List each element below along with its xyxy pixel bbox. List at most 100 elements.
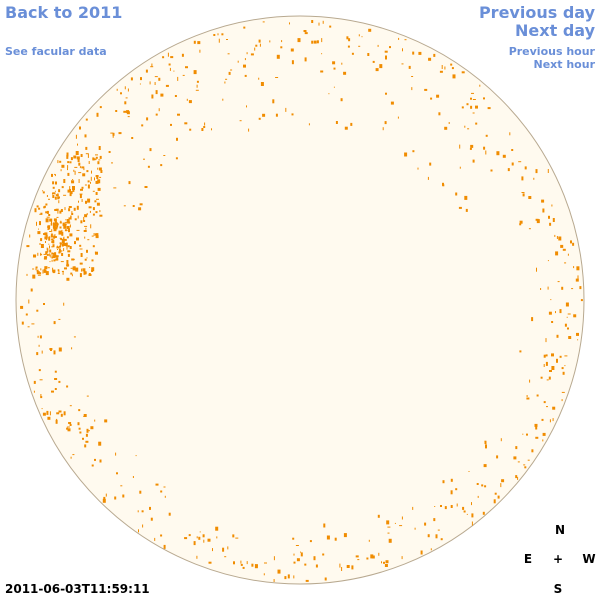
facula-mark [84, 258, 87, 261]
facula-mark [57, 160, 59, 164]
next-hour-link[interactable]: Next hour [533, 58, 596, 71]
facula-mark [412, 150, 415, 153]
facula-mark [543, 401, 546, 404]
facula-mark [36, 352, 39, 356]
facula-mark [54, 370, 57, 373]
facula-mark [576, 332, 579, 336]
facula-mark [147, 165, 150, 168]
facula-mark [521, 176, 524, 181]
facula-mark [39, 243, 41, 245]
facula-mark [43, 253, 47, 255]
facula-mark [43, 205, 46, 208]
facula-mark [63, 179, 66, 183]
facula-mark [397, 116, 399, 119]
facula-mark [230, 69, 233, 71]
facula-mark [528, 196, 532, 199]
facula-mark [185, 66, 188, 69]
facula-mark [552, 218, 555, 222]
facula-mark [51, 229, 53, 233]
facula-mark [216, 536, 218, 539]
solar-disk [15, 15, 585, 585]
facula-mark [240, 560, 242, 564]
facula-mark [61, 186, 64, 189]
facula-mark [46, 247, 48, 251]
facula-mark [555, 251, 559, 256]
facula-mark [92, 207, 95, 211]
facula-mark [562, 371, 565, 375]
facula-mark [573, 314, 577, 318]
facula-mark [475, 122, 478, 125]
facula-mark [404, 152, 408, 157]
facula-mark [324, 577, 327, 581]
previous-hour-link[interactable]: Previous hour [508, 45, 595, 58]
facula-mark [123, 205, 126, 207]
facula-mark [48, 236, 51, 241]
facula-mark [42, 190, 44, 192]
facula-mark [40, 212, 43, 215]
facula-mark [51, 390, 54, 393]
facula-mark [318, 22, 320, 26]
facula-mark [58, 196, 60, 199]
facula-mark [47, 228, 50, 230]
facula-mark [58, 272, 60, 274]
facula-mark [34, 208, 37, 213]
facula-mark [116, 88, 118, 91]
facula-mark [269, 40, 271, 43]
facula-mark [81, 166, 85, 169]
facula-mark [43, 233, 47, 235]
facula-mark [73, 155, 77, 159]
facula-mark [471, 502, 472, 506]
facula-mark [246, 105, 247, 108]
facula-mark [51, 238, 54, 241]
facula-mark [455, 192, 458, 196]
facula-mark [142, 524, 144, 528]
back-to-year-link[interactable]: Back to 2011 [5, 3, 123, 22]
facula-mark [67, 250, 71, 253]
facula-mark [545, 354, 548, 357]
facula-mark [434, 506, 436, 507]
previous-day-link[interactable]: Previous day [478, 3, 595, 22]
facula-mark [372, 60, 375, 63]
see-facular-data-link[interactable]: See facular data [5, 45, 107, 58]
compass-south-label: S [553, 582, 563, 596]
facula-mark [95, 192, 98, 195]
facula-mark [37, 274, 41, 276]
facula-mark [48, 214, 51, 216]
facula-mark [251, 563, 254, 567]
facula-mark [316, 40, 319, 44]
facula-mark [71, 211, 73, 214]
facula-mark [381, 561, 382, 564]
facula-mark [379, 64, 383, 69]
facula-mark [154, 76, 158, 78]
facula-mark [77, 143, 78, 146]
facula-mark [48, 236, 50, 239]
facula-mark [96, 202, 100, 206]
next-day-link[interactable]: Next day [515, 21, 595, 40]
facula-mark [496, 151, 500, 156]
facula-mark [40, 244, 44, 248]
facula-mark [577, 339, 579, 341]
facula-mark [176, 137, 178, 141]
facula-mark [86, 213, 88, 216]
facula-mark [313, 40, 317, 44]
facula-mark [83, 216, 85, 221]
facula-mark [84, 225, 88, 227]
facula-mark [567, 327, 569, 330]
facula-mark [243, 26, 246, 29]
facula-mark [561, 286, 564, 290]
facula-mark [226, 39, 228, 40]
facula-mark [401, 516, 403, 520]
facula-mark [67, 161, 70, 164]
facula-mark [66, 154, 69, 159]
facula-mark [71, 258, 75, 261]
facula-mark [145, 69, 148, 73]
facula-mark [411, 76, 414, 77]
facula-mark [113, 187, 117, 189]
facula-mark [90, 224, 92, 229]
facula-mark [64, 207, 66, 211]
facula-mark [69, 224, 71, 228]
facula-mark [49, 348, 53, 350]
facula-mark [66, 260, 69, 264]
facula-mark [60, 261, 64, 263]
facula-mark [59, 226, 62, 229]
